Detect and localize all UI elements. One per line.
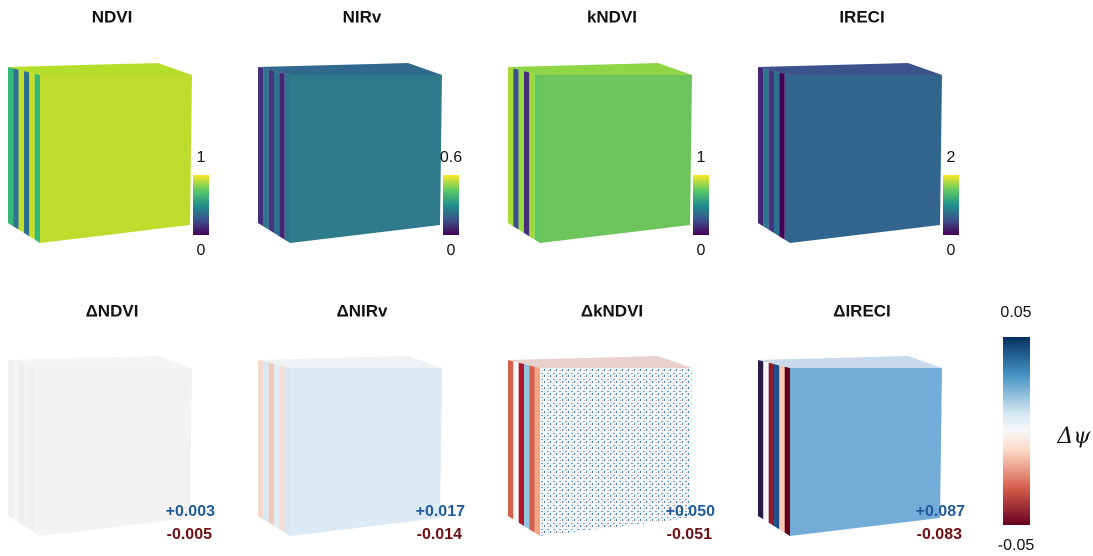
cube-side-slice <box>24 71 30 237</box>
cube-side-slice <box>268 362 274 526</box>
cube-top <box>758 356 942 368</box>
cube-side-slice <box>268 69 274 234</box>
cube-side-slice <box>529 72 535 240</box>
cube-side-slice <box>774 71 780 237</box>
cube-side-slice <box>779 72 785 240</box>
colorbar-max: 1 <box>197 149 206 166</box>
cube-side-slice <box>534 73 540 244</box>
cube-side-slice <box>279 365 285 533</box>
cube-side-slice <box>774 364 780 530</box>
colorbar-min: -0.05 <box>998 537 1035 554</box>
colorbar <box>443 175 459 235</box>
cube-side-slice <box>263 361 269 523</box>
panel-title: ΔIRECI <box>833 301 891 320</box>
colorbar-max: 1 <box>697 149 706 166</box>
cube-side-slice <box>274 71 280 237</box>
cube-side-slice <box>524 71 530 237</box>
cube-side-slice <box>34 366 40 536</box>
cube-front <box>40 75 192 243</box>
cube-side-slice <box>18 362 24 526</box>
colorbar-min: 0 <box>197 242 206 259</box>
cube-top <box>258 356 442 368</box>
cube-side-slice <box>13 361 19 523</box>
min-change: -0.005 <box>167 526 212 543</box>
colorbar <box>943 175 959 235</box>
cube-side-slice <box>34 73 40 244</box>
cube-top <box>258 63 442 75</box>
cube-side-slice <box>784 366 790 536</box>
panel-title: ΔNDVI <box>86 301 139 320</box>
colorbar <box>693 175 709 235</box>
cube-side-slice <box>24 364 30 530</box>
max-change: +0.017 <box>416 503 465 520</box>
colorbar-label: Δψ <box>1056 424 1091 449</box>
cube-front <box>540 75 692 243</box>
cube-side-slice <box>13 68 19 230</box>
panel-title: NIRv <box>343 7 382 26</box>
colorbar <box>193 175 209 235</box>
cube-side-slice <box>758 67 764 227</box>
shared-colorbar <box>1003 337 1030 525</box>
panel-title: NDVI <box>92 7 133 26</box>
cube-side-slice <box>284 73 290 244</box>
cube-front <box>290 75 442 243</box>
min-change: -0.083 <box>917 526 962 543</box>
cube-side-slice <box>768 69 774 234</box>
cube-front <box>790 75 942 243</box>
max-change: +0.003 <box>166 503 215 520</box>
cube-top <box>758 63 942 75</box>
cube-top <box>508 356 692 368</box>
cube-side-slice <box>279 72 285 240</box>
max-change: +0.087 <box>916 503 965 520</box>
cube-side-slice <box>518 69 524 234</box>
min-change: -0.014 <box>417 526 462 543</box>
cube-side-slice <box>274 364 280 530</box>
panel-title: ΔkNDVI <box>581 301 643 320</box>
panel-title: kNDVI <box>587 7 637 26</box>
cube-side-slice <box>258 67 264 227</box>
cube-side-slice <box>8 67 14 227</box>
cube-side-slice <box>529 365 535 533</box>
cube-top <box>508 63 692 75</box>
cube-side-slice <box>758 360 764 520</box>
colorbar-min: 0 <box>697 242 706 259</box>
cube-side-slice <box>508 360 514 520</box>
cube-top <box>8 356 192 368</box>
cube-side-slice <box>763 361 769 523</box>
cube-side-slice <box>258 360 264 520</box>
cube-side-slice <box>29 365 35 533</box>
cube-side-slice <box>513 68 519 230</box>
cube-side-slice <box>534 366 540 536</box>
colorbar-max: 0.6 <box>440 149 462 166</box>
min-change: -0.051 <box>667 526 712 543</box>
cube-side-slice <box>8 360 14 520</box>
colorbar-max: 2 <box>947 149 956 166</box>
panel-title: IRECI <box>839 7 884 26</box>
cube-side-slice <box>18 69 24 234</box>
cube-side-slice <box>779 365 785 533</box>
colorbar-min: 0 <box>947 242 956 259</box>
cube-front <box>540 368 692 536</box>
cube-front <box>40 368 192 536</box>
panel-title: ΔNIRv <box>337 301 388 320</box>
cube-side-slice <box>263 68 269 230</box>
cube-side-slice <box>524 364 530 530</box>
cube-front <box>290 368 442 536</box>
colorbar-min: 0 <box>447 242 456 259</box>
cube-side-slice <box>508 67 514 227</box>
cube-side-slice <box>763 68 769 230</box>
cube-side-slice <box>784 73 790 244</box>
cube-side-slice <box>29 72 35 240</box>
colorbar-max: 0.05 <box>1000 304 1031 321</box>
cube-front <box>790 368 942 536</box>
cube-side-slice <box>518 362 524 526</box>
cube-side-slice <box>768 362 774 526</box>
cube-top <box>8 63 192 75</box>
max-change: +0.050 <box>666 503 715 520</box>
cube-side-slice <box>513 361 519 523</box>
cube-side-slice <box>284 366 290 536</box>
